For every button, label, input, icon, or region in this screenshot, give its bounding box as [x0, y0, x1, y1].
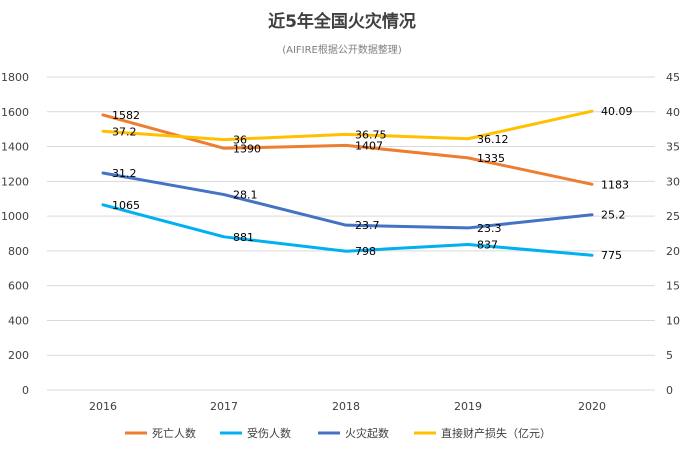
series-line-deaths	[101, 113, 594, 186]
data-label-deaths: 1335	[477, 152, 505, 165]
x-tick-label: 2020	[578, 400, 606, 413]
legend-label-deaths: 死亡人数	[152, 426, 196, 440]
data-label-injuries: 1065	[112, 199, 140, 212]
data-label-loss: 36.75	[355, 128, 387, 141]
data-label-injuries: 881	[233, 231, 254, 244]
right-tick-label: 30	[666, 175, 680, 188]
data-label-deaths: 1582	[112, 109, 140, 122]
data-label-deaths: 1407	[355, 139, 383, 152]
left-tick-label: 1200	[1, 175, 29, 188]
right-tick-label: 10	[666, 314, 680, 327]
data-label-fires: 23.3	[477, 222, 502, 235]
data-labels: 1582 1390 1407 1335 1183 1065 881 798 837 775 31.2…	[112, 105, 633, 262]
series-lines	[101, 109, 594, 257]
series-line-injuries	[101, 203, 594, 257]
right-tick-label: 45	[666, 71, 680, 84]
right-tick-label: 25	[666, 210, 680, 223]
data-label-deaths: 1183	[601, 178, 629, 191]
right-tick-label: 5	[666, 349, 673, 362]
x-axis: 2016 2017 2018 2019 2020	[89, 400, 606, 413]
left-tick-label: 1600	[1, 106, 29, 119]
left-y-axis: 0 200 400 600 800 1000 1200 1400 1600 1800	[1, 71, 29, 397]
data-label-deaths: 1390	[233, 142, 261, 155]
left-tick-label: 1400	[1, 141, 29, 154]
data-label-loss: 37.2	[112, 125, 137, 138]
data-label-injuries: 775	[601, 249, 622, 262]
left-tick-label: 600	[8, 280, 29, 293]
data-label-fires: 25.2	[601, 209, 626, 222]
legend-label-fires: 火灾起数	[345, 426, 389, 440]
left-tick-label: 800	[8, 245, 29, 258]
x-tick-label: 2017	[210, 400, 238, 413]
series-line-loss	[101, 109, 594, 142]
right-tick-label: 0	[666, 384, 673, 397]
data-label-loss: 36.12	[477, 133, 509, 146]
data-label-injuries: 837	[477, 238, 498, 251]
x-tick-label: 2016	[89, 400, 117, 413]
right-tick-label: 15	[666, 280, 680, 293]
left-tick-label: 200	[8, 349, 29, 362]
data-label-fires: 31.2	[112, 167, 137, 180]
legend-label-injuries: 受伤人数	[247, 427, 291, 440]
x-tick-label: 2019	[454, 400, 482, 413]
left-tick-label: 1800	[1, 71, 29, 84]
right-tick-label: 35	[666, 141, 680, 154]
data-label-fires: 28.1	[233, 189, 258, 202]
data-label-injuries: 798	[355, 245, 376, 258]
chart-subtitle: (AIFIRE根据公开数据整理)	[282, 43, 402, 56]
right-tick-label: 20	[666, 245, 680, 258]
left-tick-label: 0	[22, 384, 29, 397]
data-label-loss: 36	[233, 134, 247, 147]
chart-title: 近5年全国火灾情况	[268, 11, 416, 32]
legend-label-loss: 直接财产损失（亿元）	[441, 426, 551, 440]
data-label-fires: 23.7	[355, 219, 380, 232]
x-tick-label: 2018	[332, 400, 360, 413]
data-label-loss: 40.09	[601, 105, 633, 118]
legend: 死亡人数 受伤人数 火灾起数 直接财产损失（亿元）	[125, 426, 551, 440]
left-tick-label: 1000	[1, 210, 29, 223]
right-y-axis: 0 5 10 15 20 25 30 35 40 45	[666, 71, 680, 397]
right-tick-label: 40	[666, 106, 680, 119]
left-tick-label: 400	[8, 314, 29, 327]
